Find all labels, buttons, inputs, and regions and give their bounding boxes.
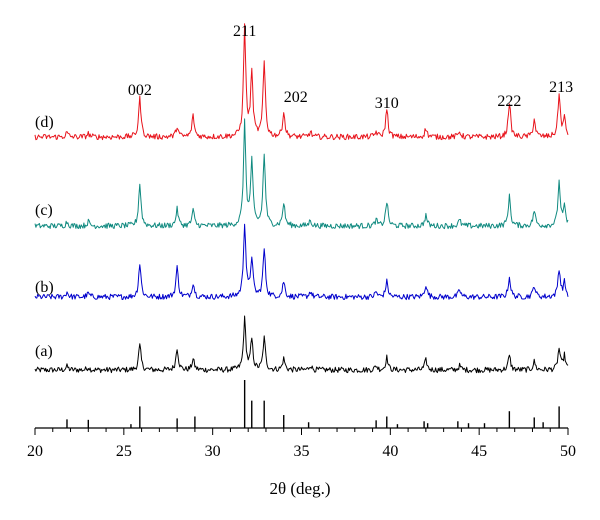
- x-tick-label: 20: [27, 443, 43, 460]
- x-tick-label: 45: [471, 443, 487, 460]
- peak-labels: 002 211 202 310 222 213: [128, 23, 573, 112]
- peak-label: 202: [284, 89, 308, 106]
- peak-label: 213: [549, 79, 573, 96]
- pattern-line: [34, 23, 569, 141]
- x-tick-label: 25: [116, 443, 132, 460]
- peak-label: 002: [128, 82, 152, 99]
- x-tick-label: 50: [560, 443, 576, 460]
- series-label: (a): [35, 343, 53, 360]
- series-labels: (a) (b) (c) (d): [35, 114, 54, 360]
- peak-label: 310: [375, 95, 399, 112]
- series-label: (d): [35, 114, 54, 131]
- pattern-series: [34, 23, 569, 374]
- pattern-line: [34, 223, 569, 301]
- x-tick-label: 35: [294, 443, 310, 460]
- series-label: (c): [35, 202, 53, 219]
- x-tick-label: 40: [382, 443, 398, 460]
- peak-label: 211: [233, 23, 256, 40]
- x-axis: 20 25 30 35 40 45 50: [27, 427, 576, 460]
- series-label: (b): [35, 279, 54, 296]
- x-axis-label: 2θ (deg.): [269, 479, 330, 498]
- reference-pattern: [66, 380, 560, 428]
- pattern-line: [34, 315, 569, 374]
- x-tick-label: 30: [205, 443, 221, 460]
- pattern-line: [34, 118, 569, 230]
- peak-label: 222: [497, 93, 521, 110]
